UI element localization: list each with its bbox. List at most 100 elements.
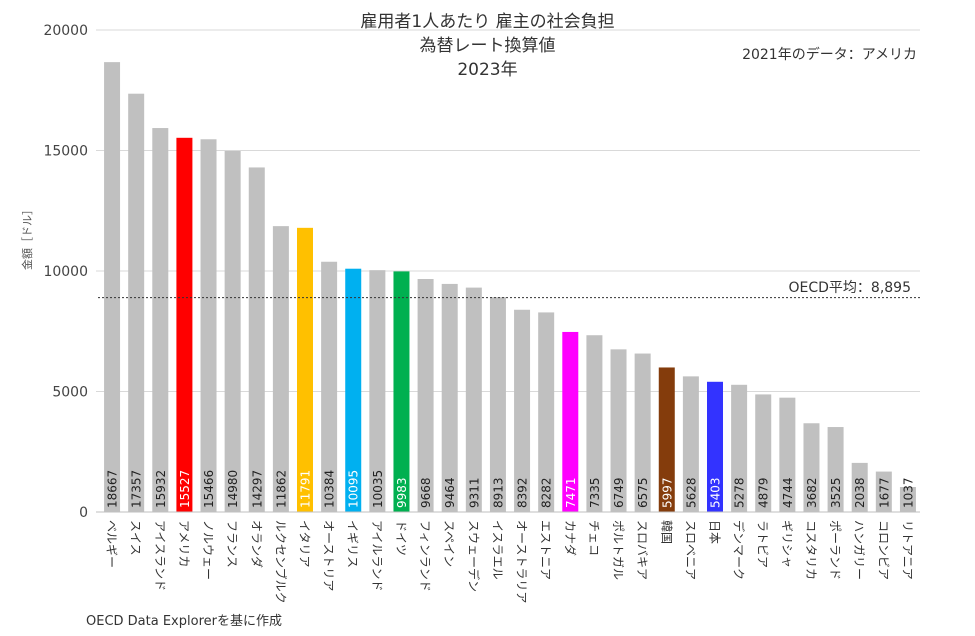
data-label: 7335 [588,477,602,508]
x-tick-label: ハンガリー [852,520,866,580]
y-tick-label: 20000 [43,23,88,39]
x-tick-label: アイルランド [370,520,384,591]
data-label: 5628 [684,477,698,508]
bar [128,93,145,513]
data-label: 6749 [612,477,626,508]
x-tick-label: ドイツ [394,520,408,556]
data-label: 11791 [299,470,313,508]
x-tick-label: ルクセンブルク [273,520,288,604]
x-tick-label: オーストラリア [515,520,529,603]
x-tick-label: ラトビア [756,520,770,568]
data-label: 5997 [660,477,674,508]
data-label: 15527 [178,470,192,508]
data-label: 9311 [467,477,481,508]
bar [586,335,603,512]
data-label: 8282 [540,477,554,508]
x-tick-label: デンマーク [732,520,747,580]
x-tick-label: イギリス [346,520,360,568]
bar [899,487,916,512]
oecd-average-label: OECD平均：8,895 [788,280,912,296]
x-tick-label: スウェーデン [466,520,481,592]
chart-title-line-1: 雇用者1人あたり 雇主の社会負担 [360,12,615,32]
bar [779,397,796,512]
bar [417,279,434,512]
y-tick-label: 5000 [52,385,88,401]
bar [248,167,265,512]
x-tick-label: コスタリカ [804,520,818,580]
x-tick-label: オランダ [249,520,264,568]
data-label: 8392 [516,477,530,508]
x-tick-label: ポルトガル [611,520,625,580]
x-tick-label: アメリカ [177,520,191,567]
data-label: 6575 [636,477,650,508]
data-label: 15466 [202,470,216,508]
data-label: 10095 [347,470,361,508]
data-label: 1677 [877,477,891,508]
x-tick-label: ノルウェー [201,520,215,580]
x-tick-label: スロベニア [683,520,697,580]
data-label: 1037 [901,477,915,508]
x-tick-label: オーストリア [322,520,336,591]
x-tick-label: 韓国 [659,520,673,544]
x-tick-label: スロバキア [635,520,649,580]
bar [538,312,555,512]
data-label: 5403 [709,477,723,508]
bar [104,62,121,512]
x-tick-label: イスラエル [490,520,504,580]
bar [562,331,579,512]
bar [369,270,386,512]
data-label: 17357 [130,470,144,508]
data-label: 9464 [443,477,457,508]
bar [731,384,748,512]
x-tick-label: スペイン [442,520,456,567]
bar [489,297,506,512]
data-label: 7471 [564,477,578,508]
bar [441,283,458,512]
bar [176,137,193,512]
data-label: 9668 [419,477,433,508]
bar [152,128,169,512]
bar [803,423,820,512]
data-label: 9983 [395,477,409,508]
bar [514,309,531,512]
x-tick-label: ベルギー [105,520,119,568]
y-tick-label: 0 [79,505,88,521]
x-tick-label: カナダ [563,520,578,556]
x-tick-label: スイス [129,520,143,556]
bar [321,261,338,512]
source-note: OECD Data Explorerを基に作成 [86,614,282,629]
x-tick-label: フィンランド [418,520,432,592]
x-tick-label: コロンビア [876,520,890,580]
bar [707,381,723,512]
chart-title-line-3: 2023年 [457,60,518,80]
bar [851,462,868,512]
bar [875,471,892,512]
bar [658,367,675,512]
data-label: 18667 [106,470,120,508]
bar [610,349,627,512]
x-tick-label: ポーランド [828,520,842,580]
x-tick-label: フランス [225,520,239,568]
bar [200,139,217,512]
y-tick-label: 10000 [43,264,88,280]
x-tick-label: ギリシャ [780,520,794,568]
x-tick-label: 日本 [708,520,722,544]
chart-title: 雇用者1人あたり 雇主の社会負担 為替レート換算値 2023年 [0,10,975,82]
data-label: 11862 [274,470,288,508]
chart-title-line-2: 為替レート換算値 [419,36,556,56]
data-label: 5278 [733,477,747,508]
data-label: 10384 [323,470,337,508]
data-label: 4744 [781,477,795,508]
bar [224,150,241,512]
data-year-note: 2021年のデータ：アメリカ [742,47,917,63]
bar [827,427,844,512]
x-tick-label: エストニア [539,520,553,580]
y-axis-label: 金額［ドル］ [21,204,34,270]
y-tick-label: 15000 [43,144,88,160]
x-tick-label: リトアニア [900,520,914,580]
data-label: 8913 [491,477,505,508]
data-label: 4879 [757,477,771,508]
data-label: 15932 [154,470,168,508]
bar [297,227,313,512]
